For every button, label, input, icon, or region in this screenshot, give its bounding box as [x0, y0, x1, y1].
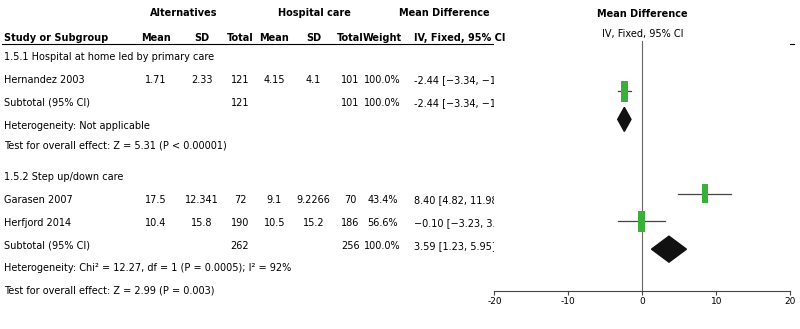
- Text: 121: 121: [230, 75, 250, 85]
- Text: 12.341: 12.341: [185, 195, 218, 205]
- Text: 9.1: 9.1: [266, 195, 282, 205]
- Text: 4.1: 4.1: [306, 75, 322, 85]
- Text: 15.2: 15.2: [302, 218, 325, 228]
- Text: 100.0%: 100.0%: [364, 75, 401, 85]
- Text: 70: 70: [344, 195, 357, 205]
- Text: 101: 101: [342, 98, 359, 108]
- Text: Mean Difference: Mean Difference: [398, 8, 490, 18]
- Text: 256: 256: [341, 241, 360, 251]
- Text: IV, Fixed, 95% CI: IV, Fixed, 95% CI: [414, 33, 506, 43]
- Text: −0.10 [−3.23, 3.03]: −0.10 [−3.23, 3.03]: [414, 218, 512, 228]
- Text: 72: 72: [234, 195, 246, 205]
- Bar: [638, 211, 645, 232]
- Text: 2.33: 2.33: [191, 75, 212, 85]
- Text: 17.5: 17.5: [145, 195, 167, 205]
- Text: Total: Total: [226, 33, 254, 43]
- Text: Mean: Mean: [141, 33, 171, 43]
- Text: Subtotal (95% CI): Subtotal (95% CI): [4, 98, 90, 108]
- Text: Hospital care: Hospital care: [278, 8, 351, 18]
- Text: Study or Subgroup: Study or Subgroup: [4, 33, 108, 43]
- Text: 1.5.1 Hospital at home led by primary care: 1.5.1 Hospital at home led by primary ca…: [4, 52, 214, 62]
- Text: 8.40 [4.82, 11.98]: 8.40 [4.82, 11.98]: [414, 195, 502, 205]
- Text: Subtotal (95% CI): Subtotal (95% CI): [4, 241, 90, 251]
- Text: Total: Total: [337, 33, 364, 43]
- Text: 101: 101: [342, 75, 359, 85]
- Text: Weight: Weight: [363, 33, 402, 43]
- Text: 9.2266: 9.2266: [297, 195, 330, 205]
- Text: 262: 262: [230, 241, 250, 251]
- Text: 43.4%: 43.4%: [367, 195, 398, 205]
- Text: 100.0%: 100.0%: [364, 98, 401, 108]
- Text: Test for overall effect: Z = 2.99 (P = 0.003): Test for overall effect: Z = 2.99 (P = 0…: [4, 285, 214, 295]
- Polygon shape: [651, 236, 686, 262]
- Text: 56.6%: 56.6%: [367, 218, 398, 228]
- Text: Hernandez 2003: Hernandez 2003: [4, 75, 85, 85]
- Text: 190: 190: [231, 218, 249, 228]
- Text: -2.44 [−3.34, −1.54]: -2.44 [−3.34, −1.54]: [414, 75, 516, 85]
- Polygon shape: [618, 107, 631, 131]
- Text: 15.8: 15.8: [191, 218, 212, 228]
- Text: Mean: Mean: [259, 33, 290, 43]
- Text: SD: SD: [306, 33, 321, 43]
- Text: 4.15: 4.15: [264, 75, 285, 85]
- Text: Garasen 2007: Garasen 2007: [4, 195, 73, 205]
- Text: Mean Difference: Mean Difference: [597, 9, 688, 19]
- Text: 1.71: 1.71: [146, 75, 166, 85]
- Text: 10.4: 10.4: [146, 218, 166, 228]
- Text: 186: 186: [342, 218, 359, 228]
- Text: Test for overall effect: Z = 5.31 (P < 0.00001): Test for overall effect: Z = 5.31 (P < 0…: [4, 140, 226, 150]
- Text: 10.5: 10.5: [264, 218, 285, 228]
- Text: 1.5.2 Step up/down care: 1.5.2 Step up/down care: [4, 172, 123, 182]
- Text: Alternatives: Alternatives: [150, 8, 218, 18]
- Text: -2.44 [−3.34, −1.54]: -2.44 [−3.34, −1.54]: [414, 98, 516, 108]
- Text: 121: 121: [230, 98, 250, 108]
- Text: SD: SD: [194, 33, 209, 43]
- Bar: [702, 184, 707, 203]
- Bar: [621, 81, 628, 102]
- Text: 100.0%: 100.0%: [364, 241, 401, 251]
- Text: IV, Fixed, 95% CI: IV, Fixed, 95% CI: [602, 29, 683, 38]
- Text: Herfjord 2014: Herfjord 2014: [4, 218, 71, 228]
- Text: Heterogeneity: Not applicable: Heterogeneity: Not applicable: [4, 121, 150, 131]
- Text: Heterogeneity: Chi² = 12.27, df = 1 (P = 0.0005); I² = 92%: Heterogeneity: Chi² = 12.27, df = 1 (P =…: [4, 263, 291, 273]
- Text: 3.59 [1.23, 5.95]: 3.59 [1.23, 5.95]: [414, 241, 496, 251]
